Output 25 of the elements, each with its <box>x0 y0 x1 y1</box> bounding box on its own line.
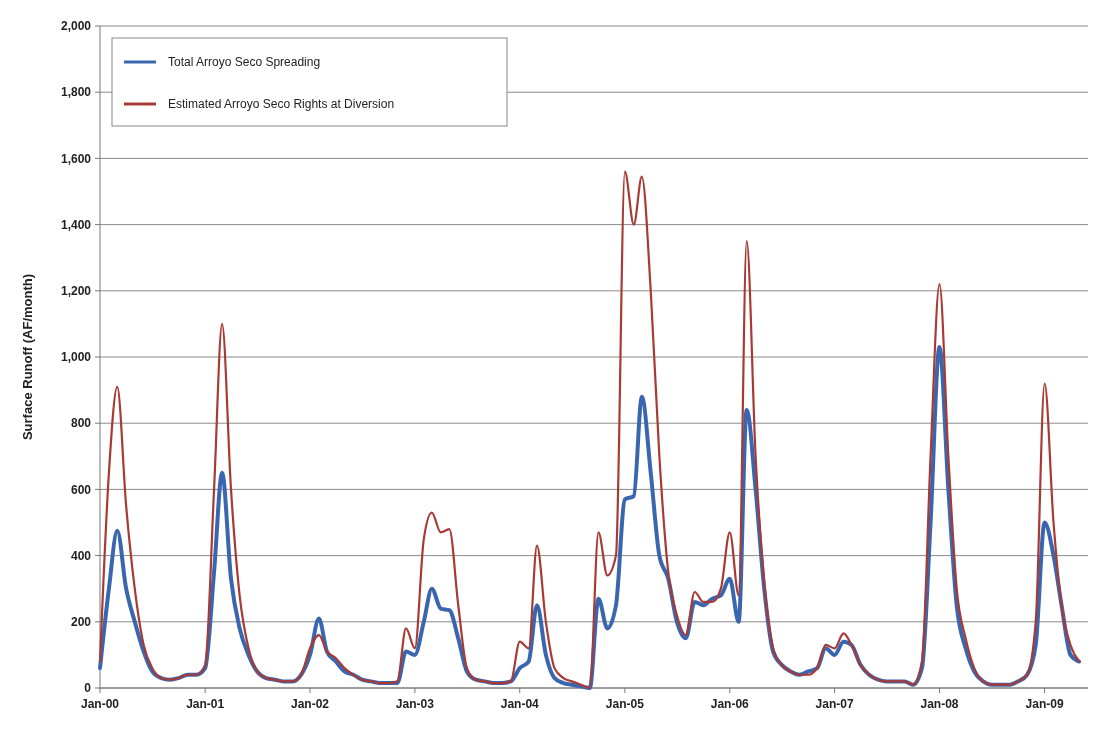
x-tick-label: Jan-07 <box>815 697 854 711</box>
y-tick-label: 1,400 <box>60 217 92 232</box>
x-tick-label: Jan-06 <box>710 697 750 711</box>
y-tick-label: 1,000 <box>60 350 92 365</box>
x-tick-label: Jan-09 <box>1025 697 1064 711</box>
x-tick-label: Jan-02 <box>291 697 330 711</box>
y-tick-label: 600 <box>70 482 92 497</box>
legend-label: Estimated Arroyo Seco Rights at Diversion <box>168 97 395 112</box>
legend-label: Total Arroyo Seco Spreading <box>168 55 321 70</box>
x-tick-label: Jan-08 <box>920 697 959 711</box>
x-tick-label: Jan-03 <box>395 697 435 711</box>
y-tick-label: 400 <box>70 548 92 563</box>
y-tick-label: 1,600 <box>60 151 92 166</box>
y-tick-label: 800 <box>70 416 92 431</box>
line-series <box>98 170 1081 690</box>
x-tick-label: Jan-05 <box>605 697 645 711</box>
y-tick-label: 1,800 <box>60 85 92 100</box>
y-tick-label: 0 <box>84 681 92 696</box>
x-tick-label: Jan-00 <box>80 697 120 711</box>
x-tick-label: Jan-04 <box>500 697 540 711</box>
y-axis-title: Surface Runoff (AF/month) <box>20 273 35 441</box>
y-tick-label: 200 <box>70 615 92 629</box>
x-tick-label: Jan-01 <box>186 697 225 711</box>
y-tick-label: 1,200 <box>60 284 92 298</box>
y-tick-label: 2,000 <box>60 19 92 34</box>
